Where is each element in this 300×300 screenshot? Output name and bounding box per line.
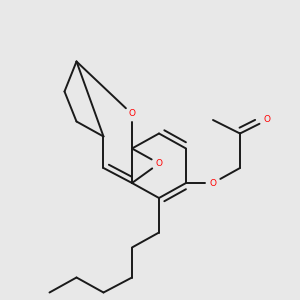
Text: O: O: [128, 110, 136, 118]
Text: O: O: [155, 159, 163, 168]
Text: O: O: [209, 178, 217, 188]
Text: O: O: [263, 116, 271, 124]
